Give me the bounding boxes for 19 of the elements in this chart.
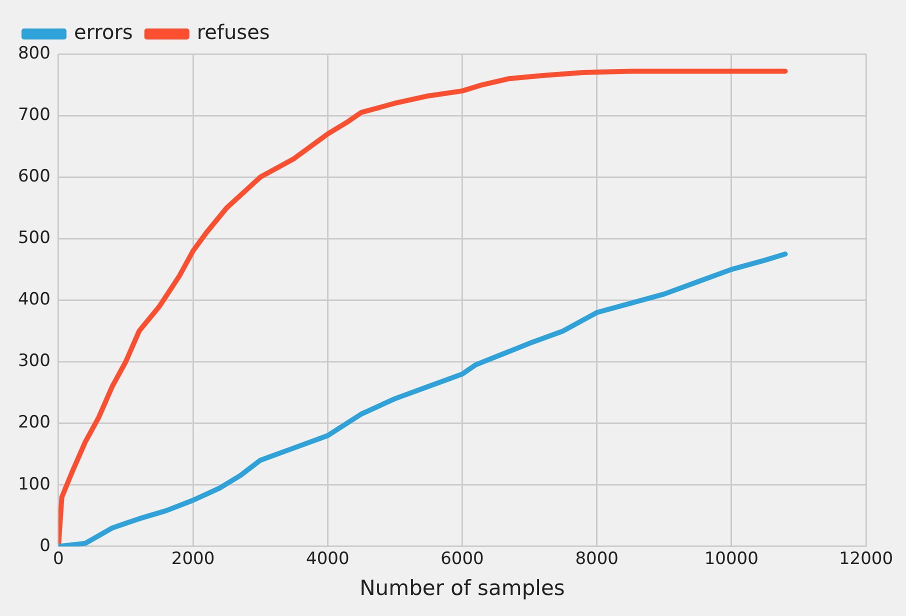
x-tick-label: 6000 xyxy=(440,549,484,570)
y-tick-label: 200 xyxy=(18,412,50,433)
y-tick-label: 0 xyxy=(40,536,50,556)
y-tick-label: 100 xyxy=(18,474,50,494)
y-tick-label: 600 xyxy=(18,166,50,187)
x-axis-title: Number of samples xyxy=(360,576,565,600)
y-tick-label: 800 xyxy=(18,43,50,64)
x-tick-label: 4000 xyxy=(306,549,350,570)
x-tick-label: 12000 xyxy=(838,549,894,570)
legend-label: refuses xyxy=(196,20,270,44)
x-tick-label: 0 xyxy=(53,549,64,570)
y-tick-label: 400 xyxy=(18,290,50,310)
y-tick-label: 700 xyxy=(18,104,50,125)
y-tick-label: 500 xyxy=(18,228,50,248)
legend-label: errors xyxy=(74,20,133,44)
y-tick-label: 300 xyxy=(18,351,50,372)
x-tick-label: 10000 xyxy=(704,549,758,570)
x-tick-label: 2000 xyxy=(171,549,215,570)
x-tick-label: 8000 xyxy=(575,549,618,570)
